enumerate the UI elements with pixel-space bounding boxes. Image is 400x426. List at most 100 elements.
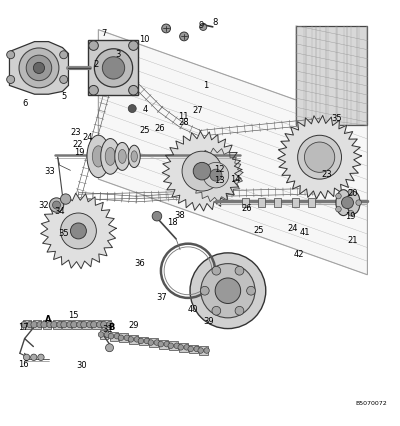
Ellipse shape <box>131 151 138 162</box>
Circle shape <box>200 23 207 30</box>
Circle shape <box>158 341 164 347</box>
Circle shape <box>134 337 140 342</box>
Circle shape <box>37 322 43 328</box>
Text: 13: 13 <box>214 176 224 185</box>
Bar <box>42 320 51 329</box>
Bar <box>130 335 138 344</box>
Text: 5: 5 <box>61 92 66 101</box>
Circle shape <box>102 57 125 79</box>
Bar <box>274 198 281 207</box>
Circle shape <box>30 354 37 360</box>
Circle shape <box>114 334 120 339</box>
Circle shape <box>97 322 103 328</box>
Ellipse shape <box>92 146 104 167</box>
Text: 35: 35 <box>332 114 342 123</box>
Circle shape <box>356 200 362 205</box>
Circle shape <box>19 48 59 88</box>
Text: 37: 37 <box>156 294 167 302</box>
Bar <box>179 343 188 352</box>
Text: 30: 30 <box>76 361 86 370</box>
Text: A: A <box>44 315 51 324</box>
Text: 26: 26 <box>242 204 252 213</box>
Circle shape <box>31 322 37 328</box>
Text: 2: 2 <box>93 60 98 69</box>
Text: 32: 32 <box>38 201 49 210</box>
Circle shape <box>52 201 60 209</box>
Circle shape <box>128 104 136 112</box>
Text: 7: 7 <box>101 29 106 38</box>
Circle shape <box>210 169 222 181</box>
Circle shape <box>201 264 255 318</box>
Circle shape <box>7 51 15 59</box>
Bar <box>149 338 158 347</box>
Circle shape <box>51 322 57 328</box>
Text: 36: 36 <box>134 259 145 268</box>
Circle shape <box>107 322 113 328</box>
Circle shape <box>164 341 170 347</box>
Circle shape <box>138 338 144 344</box>
Text: 19: 19 <box>346 212 356 221</box>
Circle shape <box>71 322 77 328</box>
Text: 22: 22 <box>72 140 83 149</box>
Circle shape <box>21 322 27 328</box>
Ellipse shape <box>101 138 120 174</box>
Ellipse shape <box>118 150 126 164</box>
Text: 27: 27 <box>192 106 202 115</box>
Text: 10: 10 <box>139 35 150 44</box>
Circle shape <box>129 86 138 95</box>
Ellipse shape <box>347 191 360 214</box>
Polygon shape <box>98 30 368 275</box>
Text: 9: 9 <box>198 21 204 30</box>
Circle shape <box>200 286 209 295</box>
Text: 18: 18 <box>168 218 178 227</box>
Text: 16: 16 <box>18 360 29 369</box>
Circle shape <box>49 198 64 212</box>
Circle shape <box>118 335 124 340</box>
Polygon shape <box>278 115 362 199</box>
Bar <box>292 198 299 207</box>
Bar <box>120 334 128 342</box>
Circle shape <box>336 193 341 199</box>
Circle shape <box>89 86 98 95</box>
Text: 14: 14 <box>230 176 240 184</box>
Text: 25: 25 <box>254 226 264 235</box>
Text: 24: 24 <box>82 133 93 142</box>
Bar <box>82 320 91 329</box>
Circle shape <box>77 322 83 328</box>
Text: 8: 8 <box>212 18 218 27</box>
Circle shape <box>101 322 107 328</box>
Text: 24: 24 <box>287 224 298 233</box>
Bar <box>169 341 178 350</box>
Polygon shape <box>41 193 116 269</box>
Circle shape <box>60 75 68 83</box>
Circle shape <box>128 337 134 342</box>
Circle shape <box>70 223 86 239</box>
Polygon shape <box>88 40 138 95</box>
Circle shape <box>174 343 180 348</box>
Ellipse shape <box>128 145 140 167</box>
Bar <box>32 320 41 329</box>
Text: B5070072: B5070072 <box>356 401 387 406</box>
Circle shape <box>168 343 174 348</box>
Bar <box>159 340 168 348</box>
Circle shape <box>144 338 150 344</box>
Circle shape <box>247 286 256 295</box>
Circle shape <box>180 32 188 41</box>
Ellipse shape <box>105 147 116 165</box>
Bar <box>72 320 81 329</box>
Circle shape <box>81 322 87 328</box>
Circle shape <box>310 147 330 167</box>
Circle shape <box>304 142 335 173</box>
Circle shape <box>67 322 73 328</box>
Circle shape <box>57 322 63 328</box>
Circle shape <box>89 41 98 50</box>
Circle shape <box>60 213 96 249</box>
Bar <box>100 330 108 339</box>
Text: 23: 23 <box>70 128 81 137</box>
Text: 11: 11 <box>178 112 188 121</box>
Bar <box>92 320 101 329</box>
Circle shape <box>27 322 33 328</box>
Circle shape <box>178 345 184 350</box>
Circle shape <box>41 322 47 328</box>
Text: 42: 42 <box>294 250 304 259</box>
